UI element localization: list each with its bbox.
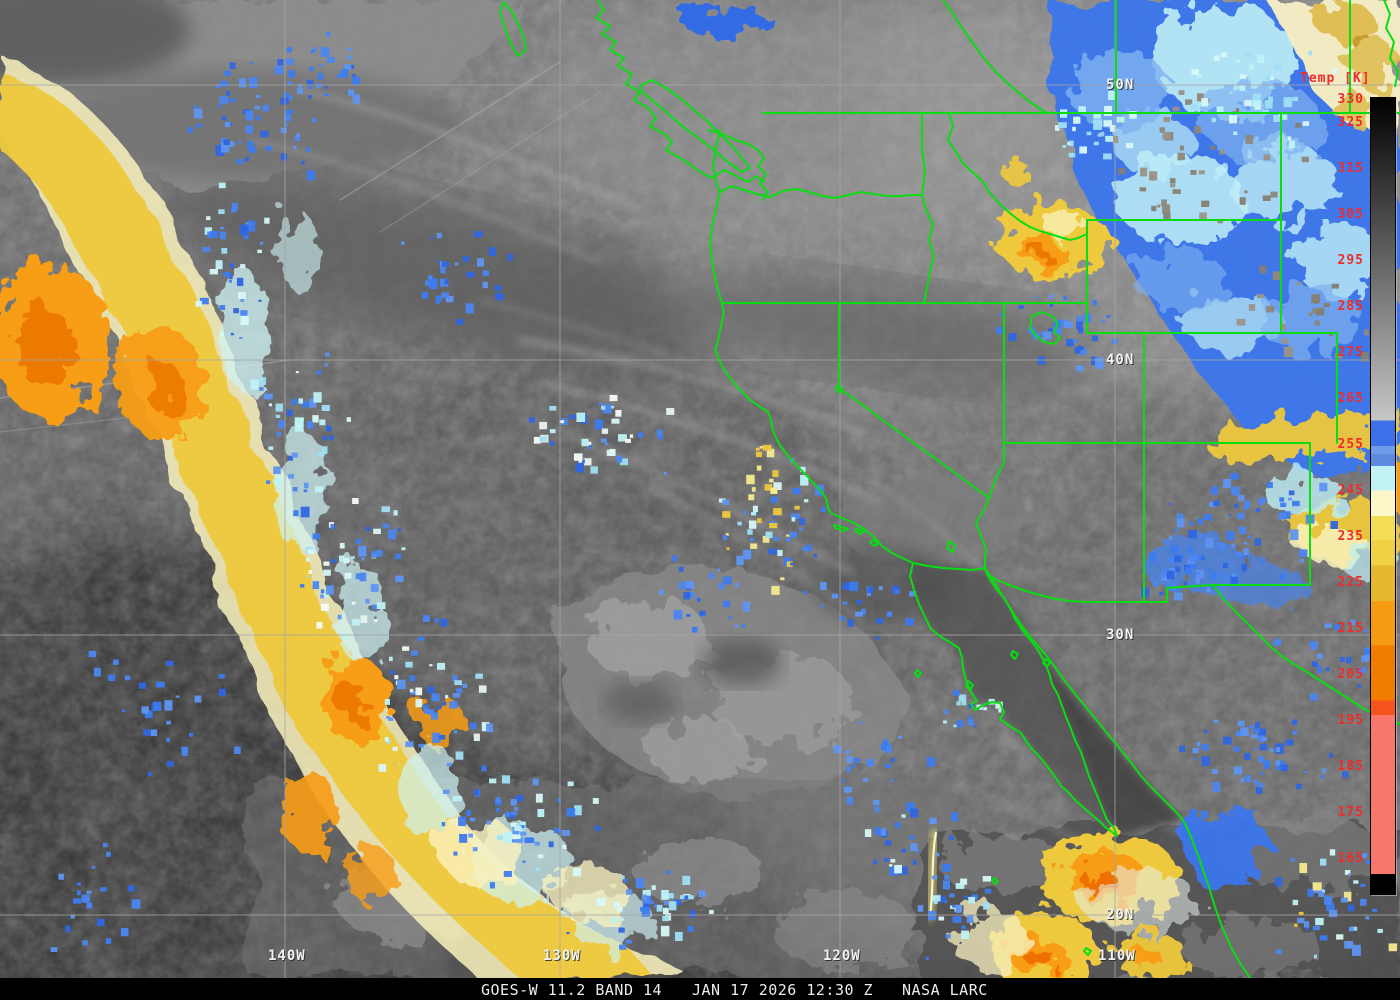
colorbar-tick-label: 255 <box>1337 437 1364 452</box>
map-border-line <box>709 129 914 564</box>
map-border-line <box>1029 311 1061 345</box>
map-border-line <box>942 0 1048 114</box>
map-border-line <box>921 112 935 304</box>
map-border-line <box>595 0 765 183</box>
caption-instrument: GOES-W 11.2 BAND 14 <box>481 981 663 999</box>
map-border-line <box>991 877 999 885</box>
map-border-line <box>946 540 956 553</box>
longitude-label: 110W <box>1098 948 1136 964</box>
map-border-line <box>639 79 751 173</box>
map-border-line <box>1212 442 1311 586</box>
map-border-line <box>1083 947 1092 956</box>
state-borders <box>499 0 1400 979</box>
colorbar-tick-label: 285 <box>1337 299 1364 314</box>
map-border-line <box>1383 0 1399 87</box>
latlon-grid <box>0 0 1400 978</box>
map-border-line <box>1042 658 1051 668</box>
map-border-line <box>975 497 990 569</box>
map-border-line <box>499 1 527 57</box>
latitude-label: 20N <box>1106 907 1135 923</box>
map-border-line <box>869 539 880 547</box>
colorbar-tick-label: 295 <box>1337 253 1364 268</box>
map-border-line <box>984 567 1251 979</box>
colorbar-tick-label: 245 <box>1337 483 1364 498</box>
colorbar-title: Temp [K] <box>1300 71 1371 86</box>
colorbar-tick-label: 235 <box>1337 529 1364 544</box>
colorbar-tick-label: 325 <box>1337 115 1364 130</box>
latitude-label: 40N <box>1106 352 1135 368</box>
colorbar-tick-label: 330 <box>1337 92 1364 107</box>
latitude-label: 30N <box>1106 627 1135 643</box>
longitude-label: 140W <box>268 948 306 964</box>
colorbar-tick-label: 165 <box>1337 851 1364 866</box>
map-border-line <box>833 524 849 532</box>
colorbar-tick-label: 175 <box>1337 805 1364 820</box>
map-border-line <box>719 185 923 199</box>
longitude-label: 120W <box>823 948 861 964</box>
caption-bar: GOES-W 11.2 BAND 14 JAN 17 2026 12:30 Z … <box>0 978 1400 1000</box>
colorbar-tick-label: 225 <box>1337 575 1364 590</box>
map-border-line <box>914 669 922 678</box>
map-border-line <box>1010 650 1019 660</box>
map-border-line <box>707 129 769 201</box>
colorbar-tick-label: 275 <box>1337 345 1364 360</box>
map-border-line <box>909 562 1118 837</box>
map-border-line <box>854 528 865 535</box>
longitude-label: 130W <box>543 948 581 964</box>
map-border-line <box>947 112 1088 241</box>
colorbar-tick-label: 315 <box>1337 161 1364 176</box>
colorbar-tick-label: 215 <box>1337 621 1364 636</box>
temperature-colorbar <box>1370 97 1396 895</box>
map-border-line <box>912 562 1214 603</box>
colorbar-tick-label: 265 <box>1337 391 1364 406</box>
map-border-line <box>835 385 843 394</box>
latitude-label: 50N <box>1106 77 1135 93</box>
colorbar-tick-label: 305 <box>1337 207 1364 222</box>
caption-credit: NASA LARC <box>902 981 988 999</box>
map-border-line <box>965 680 974 691</box>
map-border-line <box>838 302 990 499</box>
colorbar-tick-label: 185 <box>1337 759 1364 774</box>
caption-datetime: JAN 17 2026 12:30 Z <box>692 981 874 999</box>
gulf-baja-tones <box>910 563 1183 836</box>
map-border-line <box>988 442 1005 499</box>
colorbar-tick-label: 205 <box>1337 667 1364 682</box>
speckle-layer <box>50 32 1398 960</box>
colorbar-tick-label: 195 <box>1337 713 1364 728</box>
